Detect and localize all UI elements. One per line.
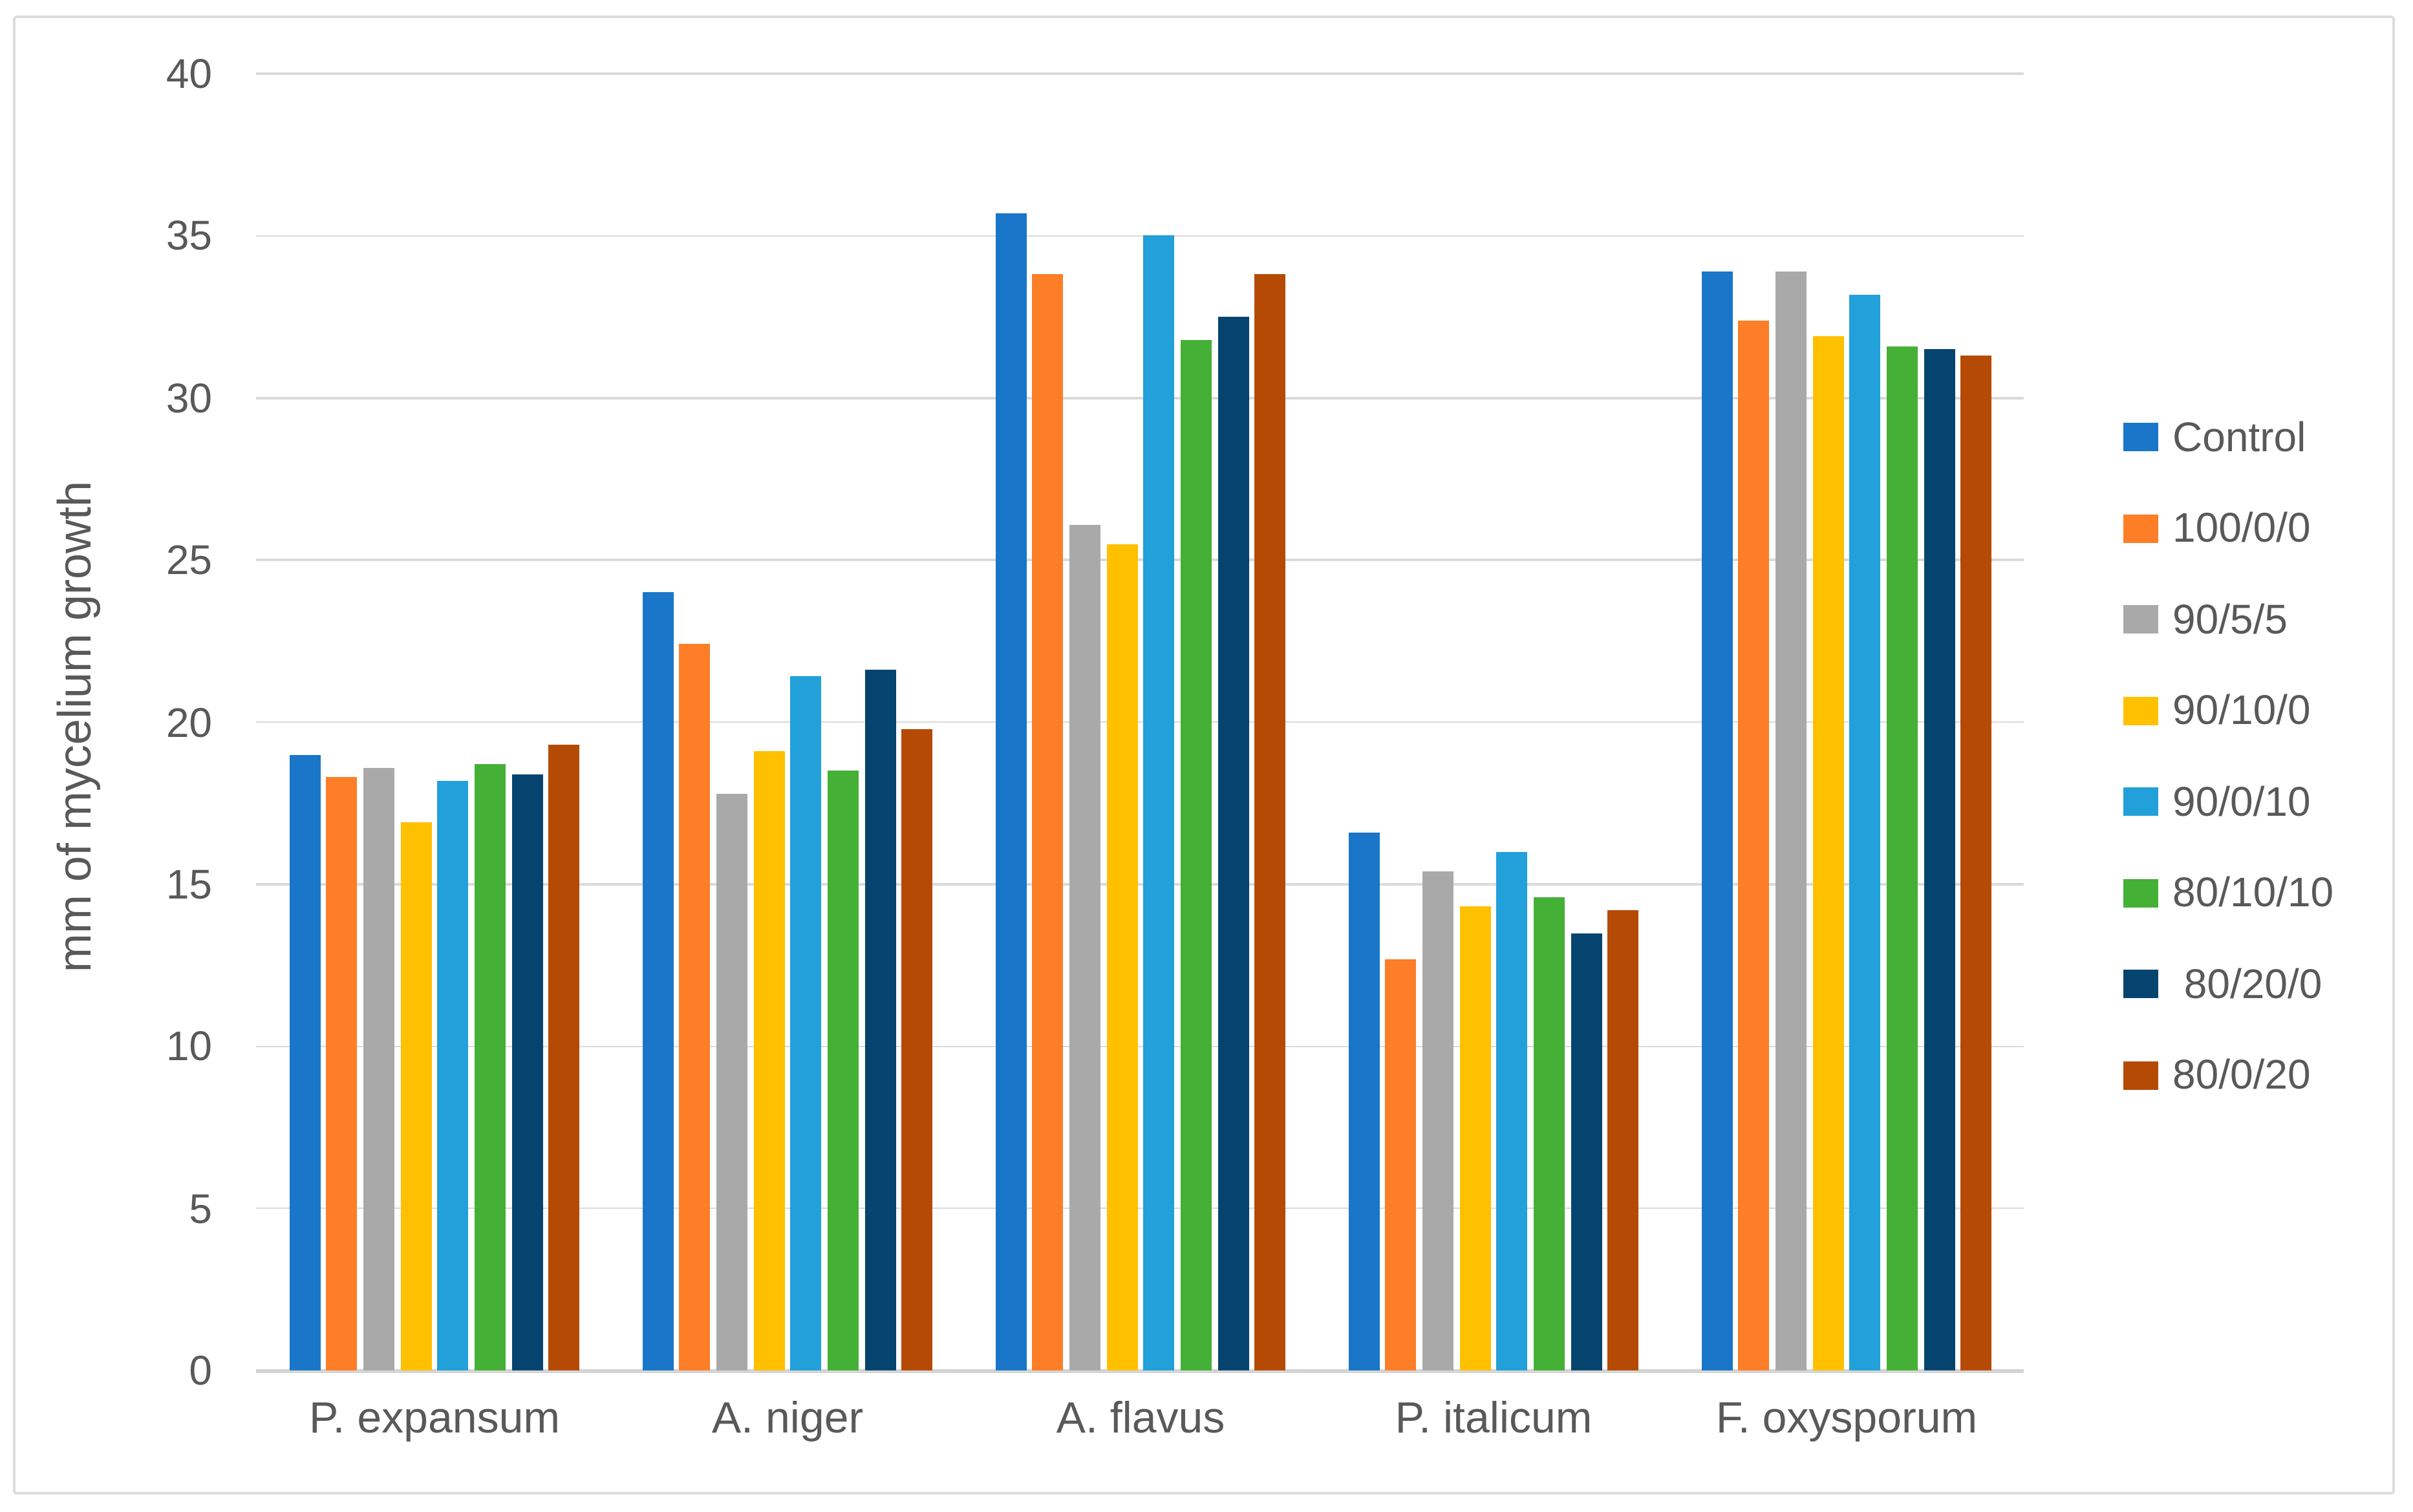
bar-80-10-10: [1887, 346, 1918, 1370]
bar-80-0-20: [901, 729, 933, 1370]
gridline-10: [256, 1045, 2024, 1047]
bar-80-20-0: [864, 670, 896, 1370]
bar-90-5-5: [1422, 871, 1453, 1370]
legend-item-100-0-0: 100/0/0: [2123, 483, 2333, 574]
legend-label: 80/0/20: [2172, 1051, 2311, 1098]
bar-90-10-0: [753, 751, 785, 1370]
bar-90-5-5: [1069, 524, 1100, 1370]
y-tick-label-20: 20: [166, 699, 212, 745]
legend-swatch-icon: [2123, 514, 2158, 543]
x-axis-line: [256, 1368, 2024, 1372]
bar-80-20-0: [1924, 349, 1955, 1370]
bar-100-0-0: [1385, 959, 1417, 1370]
legend-label: 100/0/0: [2172, 504, 2311, 551]
x-category-label-a-niger: A. niger: [711, 1394, 864, 1443]
gridline-35: [256, 235, 2024, 237]
bar-80-0-20: [1607, 910, 1639, 1370]
legend-label: 80/10/10: [2172, 869, 2334, 916]
y-tick-label-35: 35: [166, 212, 212, 259]
bar-90-10-0: [1459, 906, 1491, 1370]
y-tick-label-10: 10: [166, 1023, 212, 1070]
bar-90-5-5: [716, 793, 747, 1370]
legend-swatch-icon: [2123, 1061, 2158, 1090]
bar-90-5-5: [363, 767, 394, 1370]
gridline-20: [256, 721, 2024, 723]
bar-80-20-0: [1571, 933, 1602, 1370]
legend-label: Control: [2172, 413, 2306, 460]
plot-area: [256, 72, 2024, 1372]
legend-swatch-icon: [2123, 787, 2158, 816]
legend-swatch-icon: [2123, 605, 2158, 634]
x-category-label-p-expansum: P. expansum: [308, 1394, 561, 1443]
bar-90-10-0: [1812, 336, 1844, 1370]
legend-swatch-icon: [2123, 696, 2158, 725]
gridline-5: [256, 1207, 2024, 1209]
bar-90-0-10: [790, 676, 822, 1370]
bar-90-0-10: [1849, 294, 1881, 1370]
bar-group-p-expansum: [289, 74, 580, 1370]
bar-80-10-10: [1181, 339, 1212, 1370]
legend-swatch-icon: [2123, 878, 2158, 908]
legend-item-80-20-0: 80/20/0: [2123, 939, 2333, 1030]
legend-label: 90/5/5: [2172, 595, 2288, 643]
bar-group-a-flavus: [995, 74, 1286, 1370]
legend-item-90-10-0: 90/10/0: [2123, 665, 2333, 756]
x-category-label-a-flavus: A. flavus: [1056, 1394, 1225, 1443]
x-category-label-f-oxysporum: F. oxysporum: [1715, 1394, 1978, 1443]
y-tick-label-30: 30: [166, 374, 212, 421]
bar-80-10-10: [475, 764, 506, 1370]
gridline-40: [256, 72, 2024, 75]
bar-90-10-0: [400, 822, 432, 1370]
bar-100-0-0: [1738, 320, 1770, 1370]
bar-90-10-0: [1106, 544, 1138, 1370]
gridline-25: [256, 559, 2024, 561]
bar-80-0-20: [1254, 274, 1286, 1370]
bar-80-0-20: [548, 745, 580, 1370]
y-tick-label-15: 15: [166, 860, 212, 908]
bars-layer: [289, 74, 2024, 1370]
bar-80-20-0: [511, 774, 543, 1370]
bar-group-p-italicum: [1348, 74, 1639, 1370]
legend-label: 80/20/0: [2172, 960, 2322, 1007]
bar-80-10-10: [828, 771, 859, 1370]
y-tick-label-0: 0: [189, 1347, 212, 1394]
y-tick-label-40: 40: [166, 50, 212, 97]
bar-90-0-10: [437, 780, 469, 1370]
bar-80-20-0: [1217, 317, 1249, 1370]
bar-group-f-oxysporum: [1701, 74, 1992, 1370]
legend-item-90-5-5: 90/5/5: [2123, 574, 2333, 665]
y-tick-label-5: 5: [189, 1185, 212, 1232]
bar-80-0-20: [1960, 356, 1992, 1370]
bar-group-a-niger: [642, 74, 933, 1370]
legend-item-80-0-20: 80/0/20: [2123, 1030, 2333, 1121]
bar-100-0-0: [1032, 274, 1064, 1370]
bar-90-5-5: [1775, 271, 1807, 1370]
legend-swatch-icon: [2123, 423, 2158, 452]
y-tick-label-25: 25: [166, 537, 212, 584]
bar-100-0-0: [326, 777, 358, 1370]
legend-label: 90/10/0: [2172, 687, 2311, 734]
bar-100-0-0: [679, 644, 711, 1370]
x-axis-category-labels: P. expansum A. niger A. flavus P. italicum F…: [0, 1394, 2413, 1458]
bar-control: [1701, 271, 1732, 1370]
legend-item-control: Control: [2123, 392, 2333, 483]
legend-item-90-0-10: 90/0/10: [2123, 756, 2333, 847]
bar-control: [289, 754, 320, 1370]
gridline-30: [256, 397, 2024, 399]
bar-control: [642, 592, 673, 1370]
gridline-15: [256, 883, 2024, 886]
bar-80-10-10: [1534, 897, 1565, 1370]
legend-swatch-icon: [2123, 970, 2158, 999]
bar-control: [995, 213, 1026, 1370]
legend-label: 90/0/10: [2172, 778, 2311, 825]
legend-item-80-10-10: 80/10/10: [2123, 847, 2333, 939]
legend: Control 100/0/0 90/5/5 90/10/0 90/0/10 80/10/…: [2123, 392, 2333, 1121]
bar-90-0-10: [1143, 235, 1175, 1370]
x-category-label-p-italicum: P. italicum: [1395, 1394, 1593, 1443]
bar-control: [1348, 832, 1379, 1370]
bar-90-0-10: [1496, 851, 1528, 1370]
